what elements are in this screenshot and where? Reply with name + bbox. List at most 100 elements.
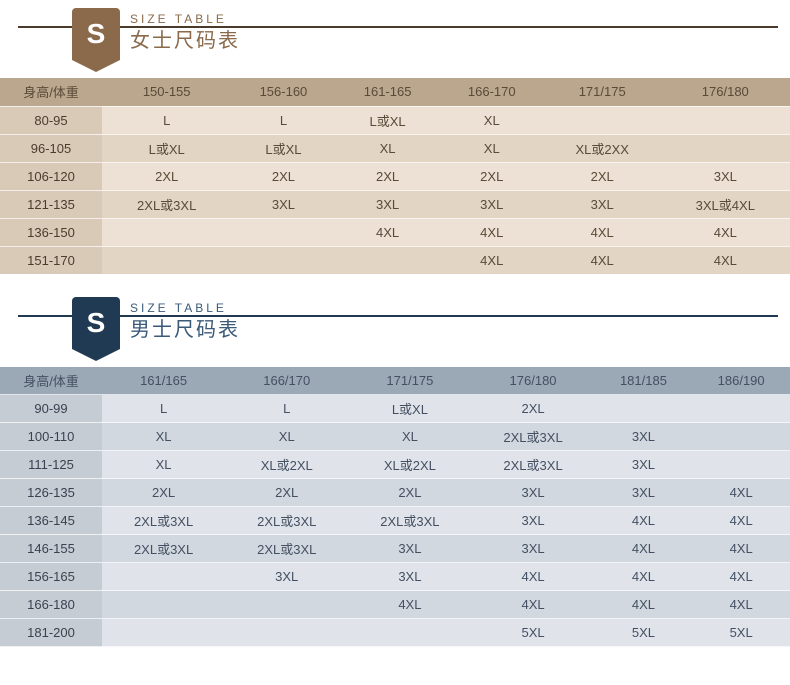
cell-text: 96-105 [31,141,71,156]
column-header-text: 171/175 [579,84,626,99]
size-cell [692,423,790,451]
cell-text: 2XL或3XL [503,458,562,473]
cell-text: 2XL [272,169,295,184]
size-cell: 2XL [440,162,544,190]
table-row: 126-1352XL2XL2XL3XL3XL4XL [0,479,790,507]
size-cell [661,106,790,134]
column-header-text: 176/180 [510,373,557,388]
size-cell: 3XL [661,162,790,190]
column-header: 171/175 [348,367,471,395]
column-header: 166/170 [225,367,348,395]
cell-text: 4XL [730,569,753,584]
size-cell [225,591,348,619]
badge-shield-icon: S [72,297,120,349]
row-label: 126-135 [0,479,102,507]
cell-text: XL或2XX [575,142,628,157]
size-cell: 2XL [102,479,225,507]
column-header-text: 181/185 [620,373,667,388]
cell-text: 3XL [480,197,503,212]
cell-text: L或XL [370,114,406,129]
size-cell: 2XL [102,162,231,190]
row-label: 166-180 [0,591,102,619]
badge-shield-icon: S [72,8,120,60]
size-cell: 2XL [544,162,661,190]
table-row: 100-110XLXLXL2XL或3XL3XL [0,423,790,451]
column-header-text: 186/190 [718,373,765,388]
badge-letter: S [87,18,106,50]
size-cell: 4XL [692,479,790,507]
cell-text: 4XL [591,253,614,268]
column-header-text: 176/180 [702,84,749,99]
cell-text: 4XL [730,541,753,556]
cell-text: 3XL [591,197,614,212]
column-header: 身高/体重 [0,78,102,106]
column-header-text: 身高/体重 [23,374,79,389]
size-cell: L [231,106,335,134]
title-large: 男士尺码表 [130,313,240,342]
table-row: 151-1704XL4XL4XL [0,246,790,274]
cell-text: 2XL [480,169,503,184]
size-cell: XL或2XL [225,451,348,479]
size-cell: 4XL [692,563,790,591]
cell-text: L或XL [392,402,428,417]
cell-text: 106-120 [27,169,75,184]
size-cell: XL [440,134,544,162]
column-header: 身高/体重 [0,367,102,395]
column-header: 161-165 [336,78,440,106]
cell-text: XL [402,429,418,444]
cell-text: XL [484,113,500,128]
cell-text: 3XL [376,197,399,212]
cell-text: 4XL [398,597,421,612]
size-cell: 4XL [595,507,693,535]
cell-text: 2XL [591,169,614,184]
cell-text: 2XL [275,485,298,500]
column-header: 166-170 [440,78,544,106]
cell-text: 3XL [521,485,544,500]
size-cell: 3XL [595,479,693,507]
cell-text: 181-200 [27,625,75,640]
cell-text: 5XL [632,625,655,640]
size-cell [348,619,471,647]
size-cell: L或XL [348,395,471,423]
cell-text: 4XL [521,569,544,584]
cell-text: XL [156,429,172,444]
cell-text: 3XL或4XL [696,198,755,213]
size-cell: 3XL [544,190,661,218]
row-label: 100-110 [0,423,102,451]
cell-text: 136-145 [27,513,75,528]
men-header: S SIZE TABLE 男士尺码表 [0,289,790,353]
cell-text: 156-165 [27,569,75,584]
table-row: 136-1504XL4XL4XL4XL [0,218,790,246]
column-header-text: 161-165 [364,84,412,99]
cell-text: 146-155 [27,541,75,556]
size-cell: 3XL [336,190,440,218]
cell-text: 4XL [730,597,753,612]
cell-text: L [163,113,170,128]
column-header-text: 166-170 [468,84,516,99]
cell-text: XL或2XL [384,458,436,473]
size-cell: 4XL [661,246,790,274]
cell-text: L [160,401,167,416]
size-cell: 5XL [471,619,594,647]
cell-text: 4XL [632,541,655,556]
cell-text: 2XL或3XL [257,542,316,557]
size-cell: 4XL [440,218,544,246]
cell-text: L [283,401,290,416]
cell-text: 2XL [521,401,544,416]
size-cell: 2XL [225,479,348,507]
cell-text: 5XL [521,625,544,640]
size-cell: 4XL [348,591,471,619]
cell-text: 3XL [632,429,655,444]
cell-text: 3XL [275,569,298,584]
size-cell: 3XL [595,451,693,479]
size-cell: 2XL [348,479,471,507]
column-header: 150-155 [102,78,231,106]
cell-text: XL [279,429,295,444]
size-cell: XL [102,451,225,479]
cell-text: 2XL [398,485,421,500]
row-label: 111-125 [0,451,102,479]
row-label: 151-170 [0,246,102,274]
cell-text: XL [484,141,500,156]
cell-text: 166-180 [27,597,75,612]
cell-text: 5XL [730,625,753,640]
